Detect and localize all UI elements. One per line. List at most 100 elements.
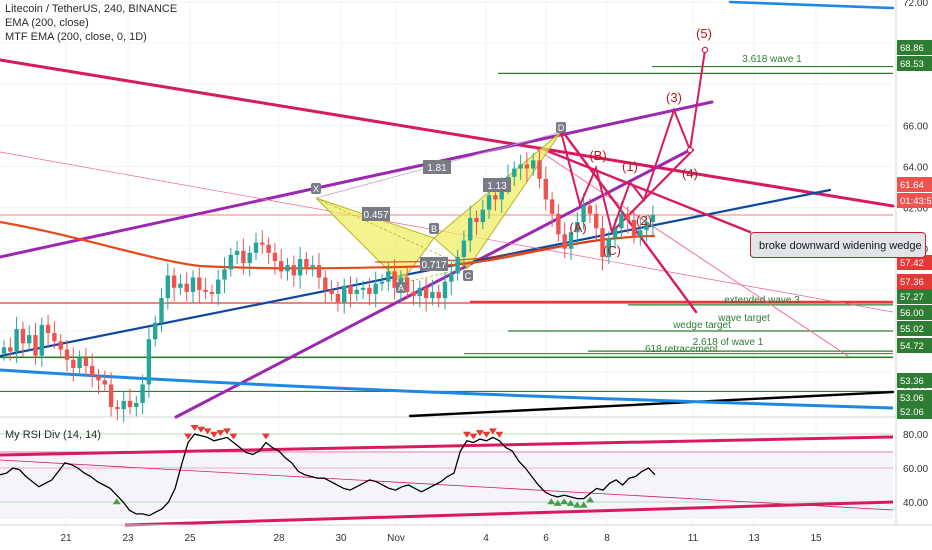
price-badge	[897, 193, 932, 208]
harmonic-ratio-label: 0.717	[421, 260, 446, 271]
price-badge	[897, 56, 932, 71]
candle-body	[575, 222, 580, 233]
price-badge-label: 52.06	[900, 407, 924, 418]
candle-body	[455, 256, 460, 274]
harmonic-point-badge	[556, 122, 566, 133]
harmonic-ratio-badge	[362, 207, 390, 221]
candle-body	[96, 376, 101, 381]
candle-body	[411, 291, 416, 297]
candle-body	[354, 289, 359, 294]
harmonic-point-label: C	[465, 271, 472, 281]
candle-body	[285, 265, 290, 272]
rsi-bull-marker	[112, 498, 121, 505]
price-badge-label: 56.00	[900, 308, 924, 319]
black-trend-line	[408, 390, 895, 418]
level-text-label: wedge target	[672, 320, 731, 331]
candle-body	[253, 242, 259, 253]
price-axis: 72.0070.0066.0064.0062.0060.0058.0056.00…	[895, 0, 932, 525]
harmonic-xc-dash	[315, 197, 469, 269]
rsi-line	[0, 433, 656, 517]
candle-body	[486, 195, 492, 210]
rsi-bull-marker	[553, 499, 562, 506]
candle-body	[241, 250, 246, 264]
candle-body	[197, 277, 202, 290]
candle-body	[64, 349, 70, 360]
symbol-title: Litecoin / TetherUS, 240, BINANCE	[5, 3, 178, 15]
candle-body	[594, 213, 599, 229]
candle-body	[45, 324, 51, 334]
wave-label: (2)	[636, 213, 652, 228]
price-badge	[897, 404, 932, 419]
harmonic-point-label: D	[558, 123, 565, 133]
candle-body	[562, 234, 567, 249]
candle-body	[102, 380, 107, 385]
candle-body	[612, 228, 618, 239]
candle-body	[323, 277, 328, 290]
candle-body	[606, 238, 611, 257]
time-tick: 8	[604, 533, 610, 544]
candle-body	[8, 347, 13, 352]
candle-body	[480, 209, 485, 223]
price-tick: 66.00	[903, 121, 928, 132]
rsi-upper-trendline	[0, 435, 894, 457]
candle-body	[360, 287, 366, 290]
candle-body	[209, 291, 215, 294]
candle-body	[474, 217, 479, 223]
candle-body	[90, 365, 95, 377]
harmonic-ratio-badge	[423, 160, 451, 174]
rsi-bear-marker	[261, 433, 270, 440]
harmonic-ratio-label: 1.13	[487, 181, 507, 192]
candle-body	[449, 273, 454, 282]
price-badge-label: 57.27	[900, 292, 924, 303]
candle-body	[83, 357, 89, 366]
candle-body	[121, 400, 126, 410]
wave-label: (3)	[666, 90, 682, 105]
wave-label: (4)	[682, 166, 698, 181]
candle-body	[499, 187, 504, 200]
harmonic-point-badge	[429, 223, 439, 234]
blue-lower-curve	[0, 368, 894, 410]
channel-lower-line	[174, 148, 692, 419]
price-badge	[897, 274, 932, 289]
price-badge	[897, 390, 932, 405]
wedge-break-line	[538, 146, 752, 234]
rsi-tick: 80.00	[903, 430, 928, 441]
candle-body	[392, 271, 397, 288]
wedge-target-line	[561, 130, 698, 314]
candle-body	[310, 265, 315, 268]
price-badge-label: 61.64	[900, 180, 924, 191]
candle-body	[304, 259, 309, 268]
price-badge-label: 01:43:59	[900, 196, 932, 207]
candle-body	[549, 199, 555, 214]
harmonic-point-badge	[396, 282, 406, 293]
time-tick: 6	[543, 533, 549, 544]
rsi-bear-marker	[488, 428, 497, 435]
blue-top-line	[728, 0, 895, 10]
candle-body	[405, 277, 410, 292]
candle-body	[386, 271, 391, 282]
time-tick: 30	[335, 533, 347, 544]
candle-body	[367, 287, 372, 294]
rsi-diagonal-line	[0, 459, 894, 511]
rsi-tick: 60.00	[903, 464, 928, 475]
price-badge	[897, 373, 932, 388]
price-badge	[897, 289, 932, 304]
rsi-bull-marker	[586, 496, 595, 503]
pink-guide-line	[534, 147, 849, 357]
wedge-break-callout: broke downward widening wedge	[750, 232, 926, 258]
rsi-bear-marker	[184, 433, 193, 440]
candle-body	[524, 164, 530, 169]
price-badge	[897, 321, 932, 336]
candle-body	[279, 261, 284, 272]
time-tick: 4	[483, 533, 489, 544]
candle-body	[335, 293, 341, 303]
candle-body	[165, 275, 170, 299]
candle-body	[228, 254, 233, 270]
candle-body	[140, 384, 145, 403]
channel-upper-line	[0, 100, 714, 259]
candle-body	[266, 244, 271, 253]
candle-body	[33, 335, 38, 356]
price-badge	[897, 255, 932, 270]
